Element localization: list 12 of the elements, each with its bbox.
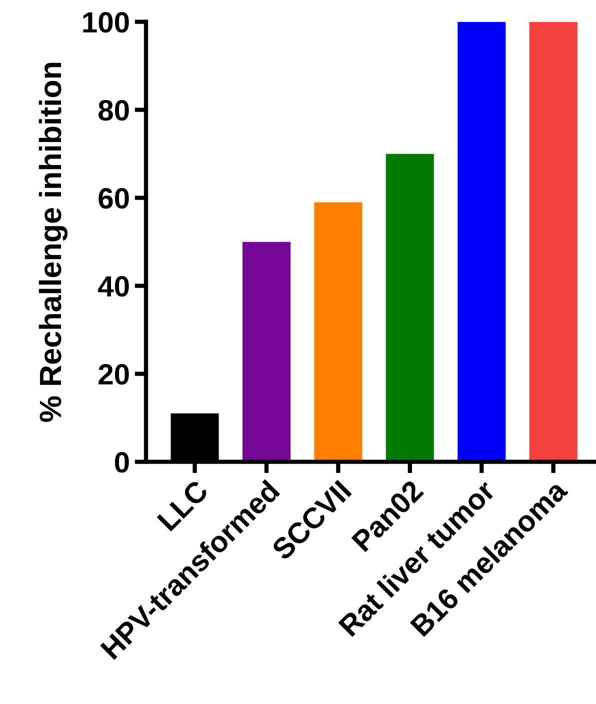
y-tick-label: 100 — [83, 12, 129, 33]
y-axis-title: % Rechallenge inhibition — [38, 62, 68, 422]
bar — [386, 154, 434, 462]
bar — [529, 22, 578, 462]
y-tick-label: 20 — [98, 364, 129, 385]
bar — [242, 242, 291, 462]
y-tick-label: 40 — [98, 276, 129, 297]
y-tick-label: 80 — [98, 100, 129, 121]
bar — [458, 22, 506, 462]
y-tick-label: 0 — [114, 452, 129, 473]
bar — [314, 202, 362, 462]
y-tick-label: 60 — [98, 188, 129, 209]
